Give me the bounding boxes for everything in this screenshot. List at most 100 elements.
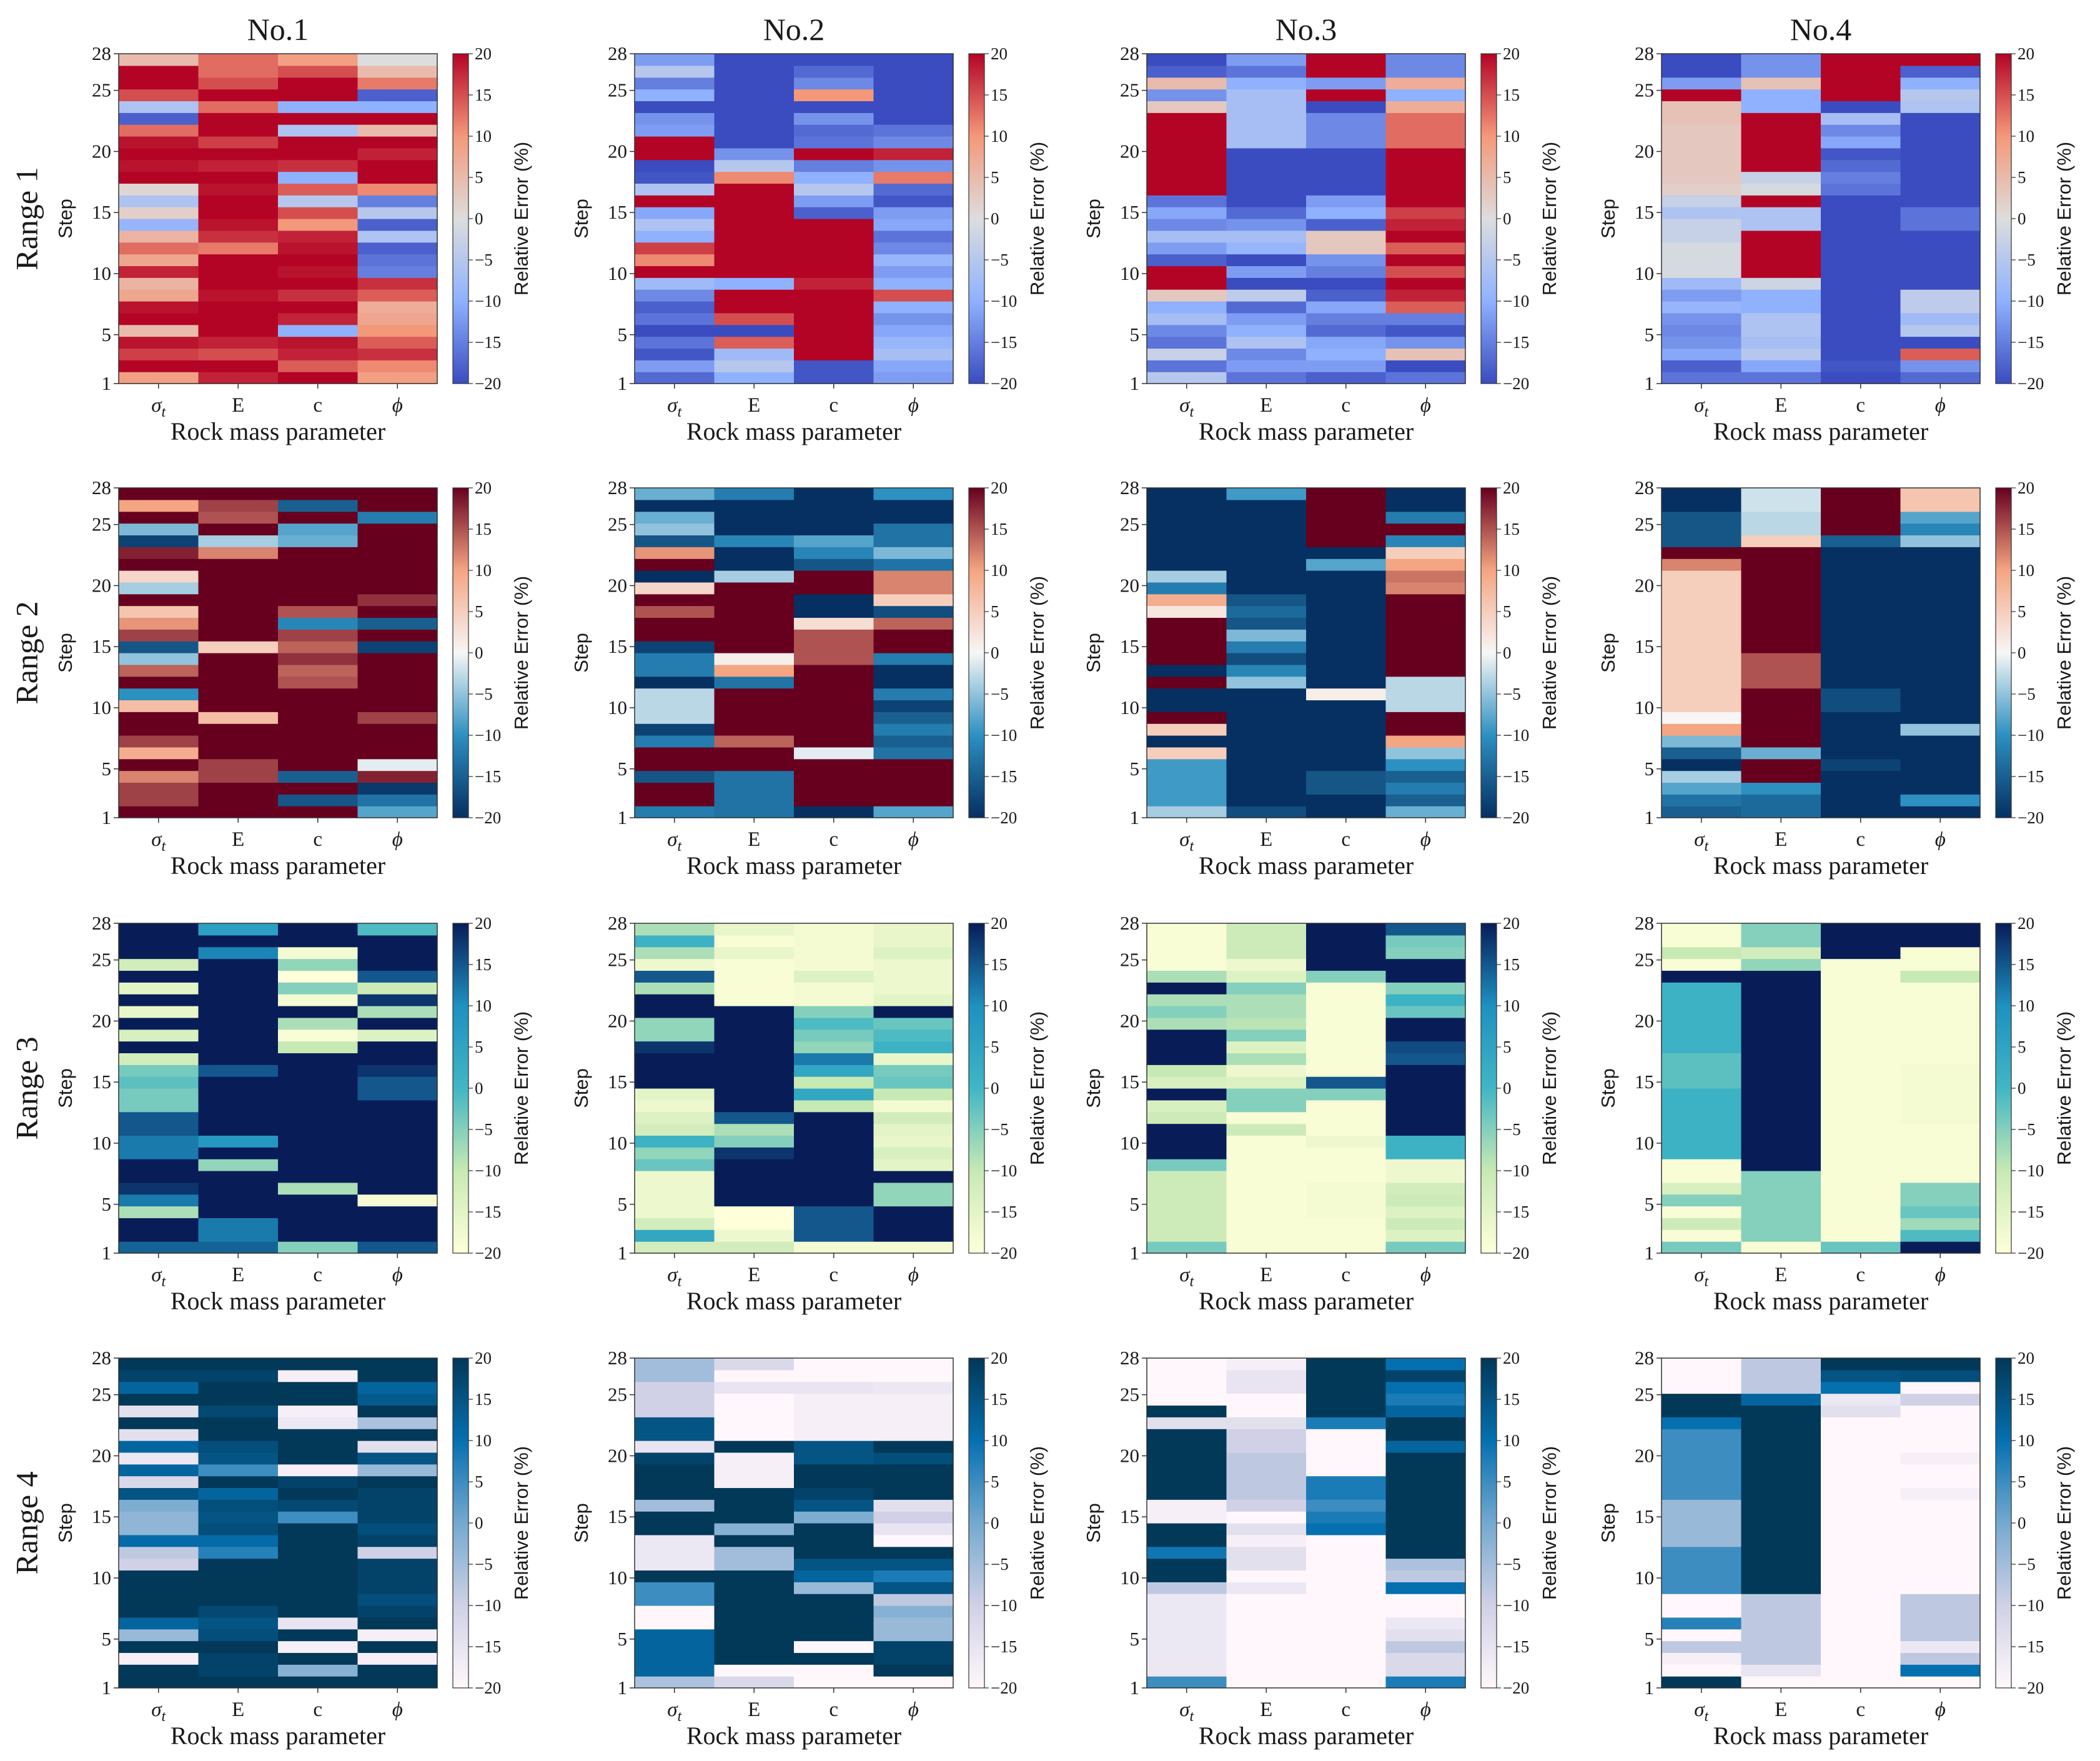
heatmap-cell — [119, 1076, 199, 1089]
heatmap-cell — [119, 1487, 199, 1500]
heatmap-cell — [357, 946, 438, 960]
heatmap-cell — [1226, 1605, 1307, 1618]
colorbar — [968, 1357, 985, 1689]
heatmap-cell — [1662, 511, 1742, 524]
heatmap-cell — [357, 348, 438, 360]
heatmap-cell — [635, 312, 715, 325]
heatmap-cell — [357, 794, 438, 806]
heatmap-cell — [1821, 1570, 1901, 1582]
colorbar-tick-label: 5 — [475, 602, 483, 621]
heatmap-cell — [635, 1369, 715, 1382]
heatmap-cell — [714, 994, 795, 1006]
heatmap-cell — [1821, 1076, 1901, 1089]
heatmap-cell — [1741, 982, 1821, 995]
heatmap-cell — [1741, 265, 1821, 278]
heatmap-cell — [198, 1441, 279, 1453]
heatmap-cell — [1306, 558, 1387, 571]
heatmap-cell — [198, 312, 279, 325]
heatmap-cell — [198, 735, 279, 748]
heatmap-cell — [278, 511, 359, 524]
heatmap-cell — [873, 982, 954, 995]
heatmap-cell — [198, 923, 279, 936]
heatmap-cell — [1226, 1523, 1307, 1535]
heatmap-cell — [635, 1558, 715, 1571]
heatmap-cell — [1741, 1582, 1821, 1594]
heatmap-cell — [357, 360, 438, 372]
colorbar-tick-label: 5 — [475, 168, 483, 187]
heatmap-cell — [1741, 523, 1821, 536]
heatmap-cell — [1147, 1558, 1227, 1571]
heatmap-cell — [1900, 712, 1981, 724]
heatmap-cell — [119, 641, 199, 653]
heatmap-cell — [873, 101, 954, 113]
heatmap-cell — [1900, 324, 1981, 337]
colorbar-label: Relative Error (%) — [1026, 1011, 1048, 1165]
heatmap-cell — [1900, 1171, 1981, 1183]
heatmap-cell — [1741, 605, 1821, 618]
heatmap-cell — [635, 1664, 715, 1677]
heatmap-cell — [1226, 782, 1307, 795]
heatmap-cell — [794, 1405, 874, 1417]
y-tick-label: 25 — [608, 513, 627, 535]
heatmap-cell — [794, 1194, 874, 1207]
heatmap-cell — [635, 758, 715, 771]
heatmap-cell — [357, 207, 438, 219]
heatmap-cell — [278, 254, 359, 267]
heatmap-cell — [198, 65, 279, 78]
x-tick-label: σt — [667, 1699, 682, 1725]
heatmap-cell — [1306, 171, 1387, 184]
heatmap-cell — [1741, 653, 1821, 665]
heatmap-cell — [1306, 1393, 1387, 1406]
heatmap-cell — [1821, 1358, 1901, 1371]
heatmap-cell — [1385, 195, 1466, 207]
heatmap-cell — [1821, 1405, 1901, 1417]
heatmap-cell — [794, 1099, 874, 1113]
colorbar-tick-label: 5 — [1503, 168, 1512, 187]
heatmap-cell — [1900, 582, 1981, 595]
heatmap-cell — [635, 488, 715, 500]
heatmap-cell — [635, 1441, 715, 1453]
heatmap-cell — [873, 1099, 954, 1113]
heatmap-cell — [357, 982, 438, 995]
heatmap-cell — [1662, 1546, 1742, 1559]
heatmap-cell — [1900, 735, 1981, 748]
heatmap-cell — [794, 511, 874, 524]
heatmap-cell — [714, 1123, 795, 1136]
colorbar-tick-label: −15 — [991, 333, 1017, 352]
colorbar-tick-label: 20 — [475, 479, 492, 497]
heatmap-cell — [1226, 935, 1307, 948]
heatmap-cell — [1741, 1429, 1821, 1441]
colorbar-tick-label: 10 — [1503, 996, 1520, 1015]
x-tick-label: E — [1775, 1699, 1787, 1721]
x-tick-label: ϕ — [1935, 1699, 1946, 1721]
colorbar-tick-label: −20 — [1503, 374, 1529, 393]
heatmap-cell — [635, 101, 715, 113]
heatmap-cell — [1147, 183, 1227, 196]
heatmap-cell — [635, 782, 715, 795]
heatmap-cell — [1741, 535, 1821, 547]
heatmap-cell — [1226, 1358, 1307, 1371]
heatmap-cell — [1226, 1099, 1307, 1113]
colorbar-tick-label: 10 — [475, 127, 492, 146]
heatmap-cell — [278, 1111, 359, 1124]
heatmap-cell — [1226, 1393, 1307, 1406]
heatmap-cell — [357, 629, 438, 642]
heatmap-cell — [794, 1229, 874, 1242]
heatmap-cell — [714, 195, 795, 207]
x-tick-label: c — [829, 394, 838, 417]
heatmap-cell — [278, 265, 359, 278]
heatmap-cell — [198, 136, 279, 149]
y-tick-label: 20 — [92, 140, 111, 162]
heatmap-cell — [1821, 289, 1901, 302]
heatmap-cell — [1662, 1229, 1742, 1242]
heatmap-cell — [635, 570, 715, 583]
heatmap-cell — [714, 77, 795, 90]
heatmap-cell — [1385, 1123, 1466, 1136]
heatmap-cell — [119, 1229, 199, 1242]
heatmap-cell — [1900, 1546, 1981, 1559]
heatmap-cell — [1147, 958, 1227, 971]
heatmap-cell — [1741, 1558, 1821, 1571]
heatmap-cell — [278, 676, 359, 689]
heatmap-cell — [198, 782, 279, 795]
x-tick-label: σt — [151, 1264, 166, 1290]
